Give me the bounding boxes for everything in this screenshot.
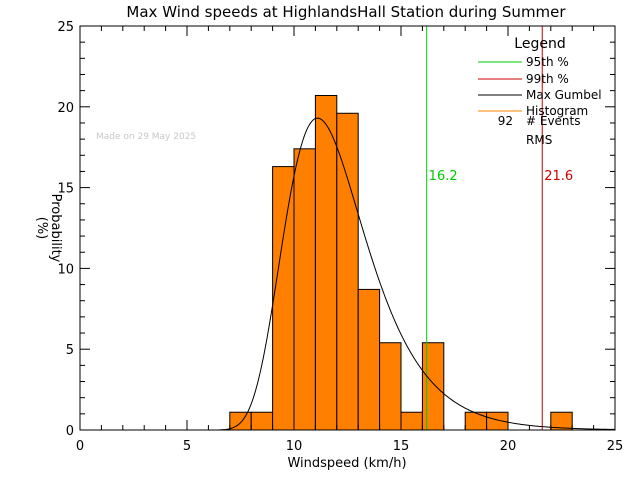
x-axis-label: Windspeed (km/h) xyxy=(287,456,406,471)
histogram-bar xyxy=(400,411,423,431)
histogram-bar xyxy=(272,166,295,431)
histogram-bar xyxy=(464,411,488,431)
y-axis-label-line2: (%) xyxy=(34,217,49,240)
legend: Legend 95th % 99th % Max Gumbel Histogra… xyxy=(478,36,602,147)
chart-title: Max Wind speeds at HighlandsHall Station… xyxy=(126,3,566,21)
x-tick-label: 10 xyxy=(286,439,303,454)
legend-label-gumbel: Max Gumbel xyxy=(526,88,602,102)
y-tick-label: 20 xyxy=(57,101,74,116)
x-tick-label: 25 xyxy=(607,439,624,454)
percentile-value-label: 16.2 xyxy=(429,169,458,184)
x-tick-labels: 0 5 10 15 20 25 xyxy=(76,439,623,454)
histogram-bars xyxy=(229,94,573,431)
legend-rms-label: RMS xyxy=(526,133,552,147)
legend-label-histogram: Histogram xyxy=(526,104,588,118)
legend-title: Legend xyxy=(514,36,565,52)
histogram-bar xyxy=(293,148,316,431)
legend-events-label: # Events xyxy=(526,114,581,128)
y-tick-label: 0 xyxy=(66,424,74,439)
histogram-bar xyxy=(336,112,359,431)
x-tick-label: 15 xyxy=(393,439,410,454)
axis-ticks xyxy=(79,25,616,431)
x-tick-label: 0 xyxy=(76,439,84,454)
x-tick-label: 5 xyxy=(183,439,191,454)
legend-label-99th: 99th % xyxy=(526,72,569,86)
histogram-bar xyxy=(421,342,445,431)
percentile-value-label: 21.6 xyxy=(544,169,573,184)
y-tick-label: 25 xyxy=(57,20,74,35)
histogram-bar xyxy=(357,288,381,431)
y-tick-labels: 0 5 10 15 20 25 xyxy=(57,20,74,439)
plot-frame xyxy=(79,25,616,431)
legend-events-count: 92 xyxy=(498,114,513,128)
legend-label-95th: 95th % xyxy=(526,55,569,69)
y-tick-label: 10 xyxy=(57,262,74,277)
percentile-lines: 16.2 21.6 xyxy=(426,26,573,430)
histogram-bar xyxy=(314,94,338,431)
y-tick-label: 5 xyxy=(66,343,74,358)
histogram-bar xyxy=(250,411,274,431)
watermark: Made on 29 May 2025 xyxy=(96,132,196,142)
y-axis-label-line1: Probability xyxy=(48,194,63,263)
x-tick-label: 20 xyxy=(500,439,517,454)
y-tick-label: 15 xyxy=(57,182,74,197)
histogram-bar xyxy=(379,342,402,431)
gumbel-curve xyxy=(219,117,616,431)
